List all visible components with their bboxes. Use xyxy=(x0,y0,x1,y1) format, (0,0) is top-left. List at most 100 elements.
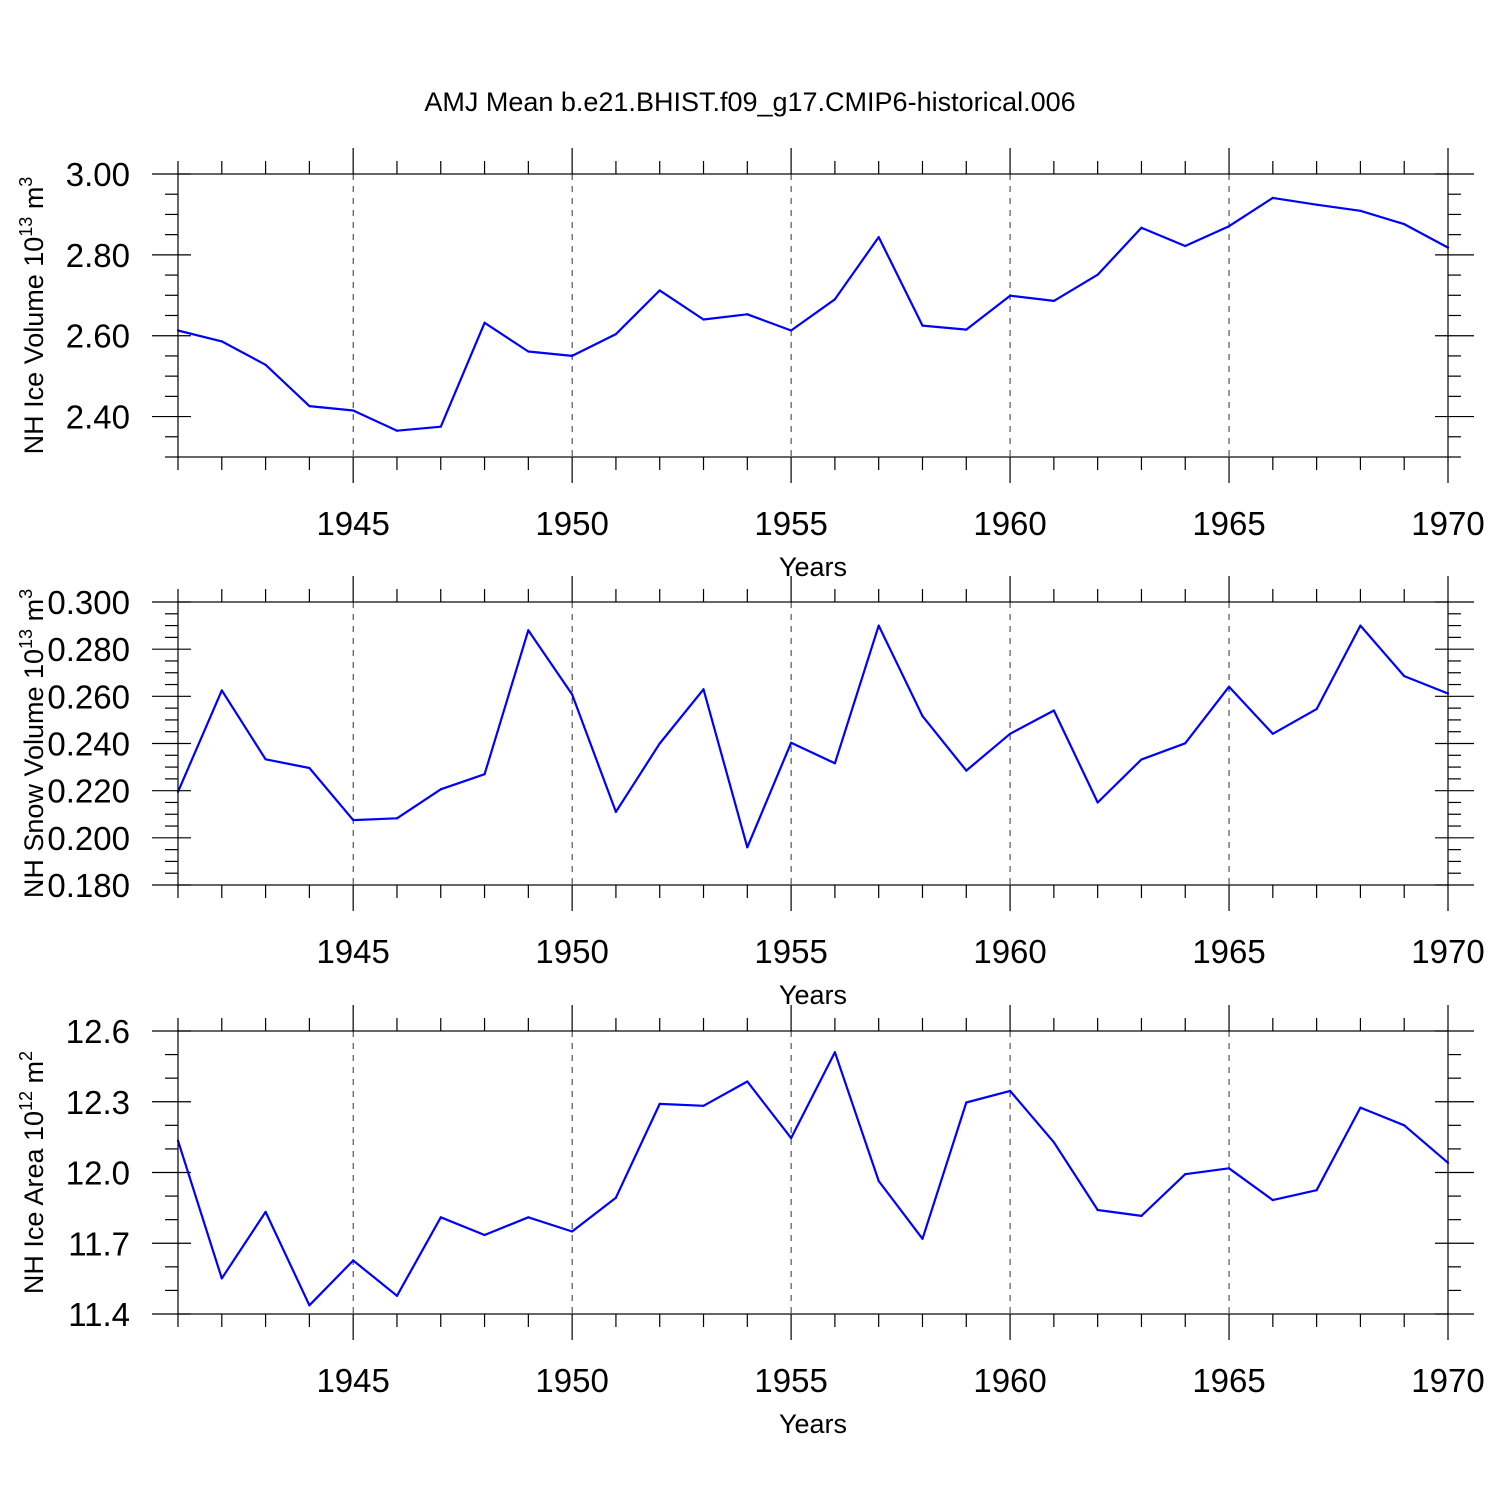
data-point xyxy=(395,1294,399,1297)
data-point xyxy=(965,1101,968,1104)
y-tick-label: 0.200 xyxy=(47,820,130,857)
data-point xyxy=(877,235,880,239)
panel-ice-volume: 2.40 2.60 2.80 3.00 1945 1950 1955 1960 1965 1970… xyxy=(16,148,1485,582)
data-point xyxy=(220,689,223,692)
x-tick-label: 1945 xyxy=(316,505,389,542)
y-tick-label: 0.240 xyxy=(47,726,130,763)
data-point xyxy=(1271,1198,1274,1202)
data-point xyxy=(527,629,530,632)
data-point xyxy=(790,1136,793,1140)
data-point xyxy=(1227,1167,1231,1170)
data-point xyxy=(1271,732,1274,735)
y-axis-title-exponent: 13 xyxy=(16,629,36,649)
data-point xyxy=(264,758,267,761)
y-axis-title-unit-exponent: 2 xyxy=(16,1051,36,1061)
y-tick-label: 12.3 xyxy=(66,1084,130,1121)
data-point xyxy=(1096,273,1099,276)
data-point xyxy=(614,810,618,813)
data-point xyxy=(1184,1173,1187,1176)
panels: 2.40 2.60 2.80 3.00 1945 1950 1955 1960 1965 1970… xyxy=(16,148,1485,1439)
y-tick-label: 2.60 xyxy=(66,318,130,355)
y-axis-title-unit: m xyxy=(19,599,49,629)
y-tick-label: 0.260 xyxy=(47,678,130,715)
data-point xyxy=(1315,203,1318,206)
x-axis-title: Years xyxy=(779,980,847,1010)
y-tick-label: 2.40 xyxy=(66,399,130,436)
data-point xyxy=(1052,299,1055,303)
data-point xyxy=(921,324,924,327)
y-axis-title-unit-exponent: 3 xyxy=(16,589,36,599)
plot-frame xyxy=(177,173,1449,458)
x-tick-label: 1955 xyxy=(754,1362,827,1399)
data-point xyxy=(220,1277,223,1280)
data-point xyxy=(1140,1214,1143,1217)
figure-title: AMJ Mean b.e21.BHIST.f09_g17.CMIP6-histo… xyxy=(424,87,1075,117)
x-tick-label: 1970 xyxy=(1411,933,1484,970)
x-tick-label: 1950 xyxy=(535,505,608,542)
data-point xyxy=(1227,225,1231,228)
data-point xyxy=(1403,674,1406,678)
data-point xyxy=(702,688,705,691)
y-axis-title-unit: m xyxy=(19,187,49,217)
series-line-ice-volume xyxy=(177,196,1449,432)
data-point xyxy=(264,363,267,366)
x-axis-title: Years xyxy=(779,1409,847,1439)
x-axis-title: Years xyxy=(779,552,847,582)
data-point xyxy=(1184,742,1187,745)
plot-frame xyxy=(177,1030,1449,1315)
data-point xyxy=(921,1237,924,1240)
data-point xyxy=(1403,1124,1406,1127)
data-point xyxy=(702,318,705,321)
data-point xyxy=(220,340,223,343)
data-point xyxy=(571,354,574,358)
data-point xyxy=(702,1104,705,1107)
data-point xyxy=(1140,758,1143,761)
series-line-snow-volume xyxy=(176,624,1449,849)
x-tick-label: 1945 xyxy=(316,1362,389,1399)
y-tick-label: 11.7 xyxy=(68,1225,130,1262)
y-tick-label: 0.280 xyxy=(47,631,130,668)
data-point xyxy=(1403,223,1406,226)
data-point xyxy=(1315,707,1318,711)
y-axis-title-unit-exponent: 3 xyxy=(16,177,36,187)
data-point xyxy=(395,429,399,432)
data-point xyxy=(1008,294,1012,297)
x-tick-label: 1955 xyxy=(754,933,827,970)
data-point xyxy=(833,762,836,765)
data-point xyxy=(352,409,355,412)
data-point xyxy=(395,817,399,820)
data-point xyxy=(746,313,749,316)
data-point xyxy=(439,425,442,428)
data-point xyxy=(308,766,311,770)
y-tick-label: 0.180 xyxy=(47,867,130,904)
data-point xyxy=(658,742,661,745)
y-axis-title-main: NH Ice Volume 10 xyxy=(19,237,49,455)
x-tick-label: 1960 xyxy=(973,1362,1046,1399)
data-point xyxy=(483,321,486,324)
data-point xyxy=(527,1216,530,1219)
data-point xyxy=(1271,196,1274,199)
x-tick-label: 1960 xyxy=(973,505,1046,542)
y-axis-title-main: NH Snow Volume 10 xyxy=(19,649,49,898)
plot-frame xyxy=(177,601,1449,886)
x-tick-label: 1965 xyxy=(1192,1362,1265,1399)
x-tick-label: 1950 xyxy=(535,1362,608,1399)
data-point xyxy=(1096,1208,1099,1212)
data-point xyxy=(352,819,355,822)
y-axis-title: NH Ice Area 1012 m2 xyxy=(16,1051,49,1294)
data-point xyxy=(1227,685,1231,688)
data-point xyxy=(1359,624,1362,627)
panel-snow-volume: 0.180 0.200 0.220 0.240 0.260 0.280 0.300 1945 1… xyxy=(16,576,1485,1010)
y-tick-label: 11.4 xyxy=(68,1296,130,1333)
data-point xyxy=(877,1179,880,1183)
data-point xyxy=(965,769,968,772)
x-tick-label: 1965 xyxy=(1192,505,1265,542)
data-point xyxy=(308,404,311,408)
data-point xyxy=(1184,244,1187,248)
data-point xyxy=(746,846,749,849)
data-point xyxy=(790,741,793,744)
data-point xyxy=(308,1304,311,1307)
data-point xyxy=(352,1259,355,1262)
y-tick-label: 2.80 xyxy=(66,237,130,274)
